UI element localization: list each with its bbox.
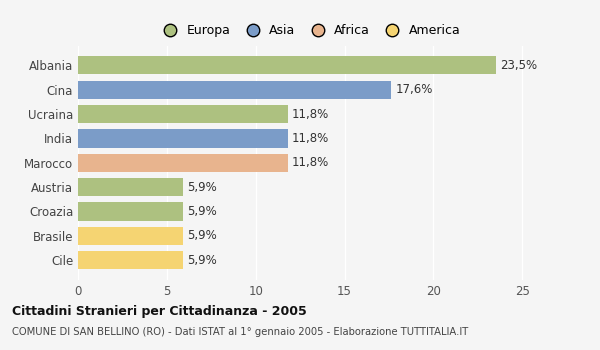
Text: 5,9%: 5,9% <box>187 229 217 242</box>
Text: 5,9%: 5,9% <box>187 181 217 194</box>
Bar <box>78 227 183 245</box>
Bar <box>78 129 287 147</box>
Bar <box>78 251 183 270</box>
Legend: Europa, Asia, Africa, America: Europa, Asia, Africa, America <box>152 19 466 42</box>
Bar <box>78 154 287 172</box>
Text: 11,8%: 11,8% <box>292 132 329 145</box>
Bar <box>78 56 496 75</box>
Text: 11,8%: 11,8% <box>292 156 329 169</box>
Text: Cittadini Stranieri per Cittadinanza - 2005: Cittadini Stranieri per Cittadinanza - 2… <box>12 304 307 317</box>
Text: COMUNE DI SAN BELLINO (RO) - Dati ISTAT al 1° gennaio 2005 - Elaborazione TUTTIT: COMUNE DI SAN BELLINO (RO) - Dati ISTAT … <box>12 327 468 337</box>
Text: 23,5%: 23,5% <box>500 59 537 72</box>
Bar <box>78 178 183 196</box>
Bar <box>78 202 183 220</box>
Text: 5,9%: 5,9% <box>187 254 217 267</box>
Bar <box>78 105 287 123</box>
Text: 5,9%: 5,9% <box>187 205 217 218</box>
Text: 11,8%: 11,8% <box>292 107 329 120</box>
Bar <box>78 80 391 99</box>
Text: 17,6%: 17,6% <box>395 83 433 96</box>
